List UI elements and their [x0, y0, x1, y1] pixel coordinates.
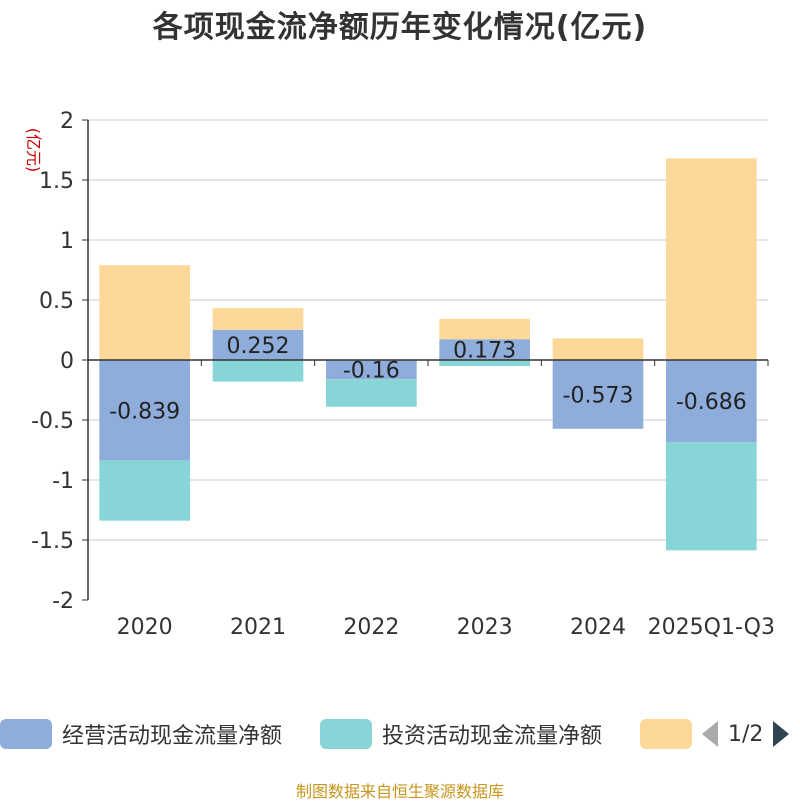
x-tick-label: 2025Q1-Q3: [648, 615, 775, 640]
data-label: -0.686: [676, 390, 747, 415]
legend-swatch-financing: [640, 719, 692, 749]
data-label: -0.839: [109, 399, 180, 424]
bar-financing: [99, 265, 190, 360]
bar-investing: [439, 360, 530, 366]
data-labels: -0.839 0.252 -0.16 0.173 -0.573 -0.686: [109, 334, 747, 424]
legend-item-operating[interactable]: 经营活动现金流量净额: [0, 716, 282, 752]
bar-investing: [666, 442, 757, 551]
bar-operating: [552, 360, 644, 429]
data-label: 0.173: [453, 339, 516, 364]
y-tick-labels: 2 1.5 1 0.5 0 -0.5 -1 -1.5 -2: [31, 109, 74, 614]
y-tick-label: -1: [52, 469, 74, 494]
bar-financing: [666, 158, 757, 360]
bar-operating: [326, 360, 417, 380]
bar-investing: [212, 360, 304, 382]
y-tick-label: -1.5: [31, 529, 74, 554]
x-tick-label: 2023: [457, 615, 513, 640]
data-label: -0.573: [563, 383, 634, 408]
bar-investing: [326, 379, 417, 407]
bar-operating: [212, 329, 304, 360]
data-label: 0.252: [227, 334, 290, 359]
footer-source: 制图数据来自恒生聚源数据库: [295, 782, 504, 801]
data-label: -0.16: [343, 359, 400, 384]
y-tick-label: 2: [60, 109, 74, 134]
chevron-left-icon[interactable]: [700, 719, 720, 749]
pager-label: 1/2: [728, 721, 764, 747]
legend-pager: 1/2: [700, 716, 791, 752]
bar-operating: [99, 360, 190, 461]
bar-financing: [212, 308, 304, 330]
y-axis-unit-label: (亿元): [24, 128, 43, 173]
bar-financing: [439, 318, 530, 340]
grid-lines: [88, 119, 768, 541]
x-tick-label: 2024: [570, 615, 626, 640]
bar-investing: [99, 460, 190, 521]
x-tick-label: 2021: [230, 615, 286, 640]
y-tick-label: 0.5: [39, 289, 74, 314]
bar-financing: [552, 338, 644, 360]
legend-item-financing[interactable]: [640, 716, 692, 752]
x-tick-label: 2020: [117, 615, 173, 640]
y-tick-label: -2: [52, 589, 74, 614]
y-tick-label: 1: [60, 229, 74, 254]
legend-swatch-investing: [320, 719, 372, 749]
chevron-right-icon[interactable]: [771, 719, 791, 749]
x-tick-labels: 2020 2021 2022 2023 2024 2025Q1-Q3: [117, 615, 775, 640]
legend-swatch-operating: [0, 719, 52, 749]
bars: [99, 158, 757, 551]
chart-title: 各项现金流净额历年变化情况(亿元): [152, 10, 648, 45]
bar-operating: [439, 339, 530, 360]
x-tick-label: 2022: [343, 615, 399, 640]
y-tick-label: -0.5: [31, 409, 74, 434]
axes: [82, 119, 769, 601]
legend-label-investing: 投资活动现金流量净额: [382, 724, 603, 749]
bar-operating: [666, 360, 757, 443]
y-tick-label: 1.5: [39, 169, 74, 194]
stacked-bar-chart: 21.510.50-0.5-1-1.5-2 2020 2021 2022 2023 20…: [24, 109, 775, 640]
y-tick-label: 0: [60, 349, 74, 374]
legend-item-investing[interactable]: 投资活动现金流量净额: [320, 716, 602, 752]
legend-label-operating: 经营活动现金流量净额: [62, 724, 283, 749]
